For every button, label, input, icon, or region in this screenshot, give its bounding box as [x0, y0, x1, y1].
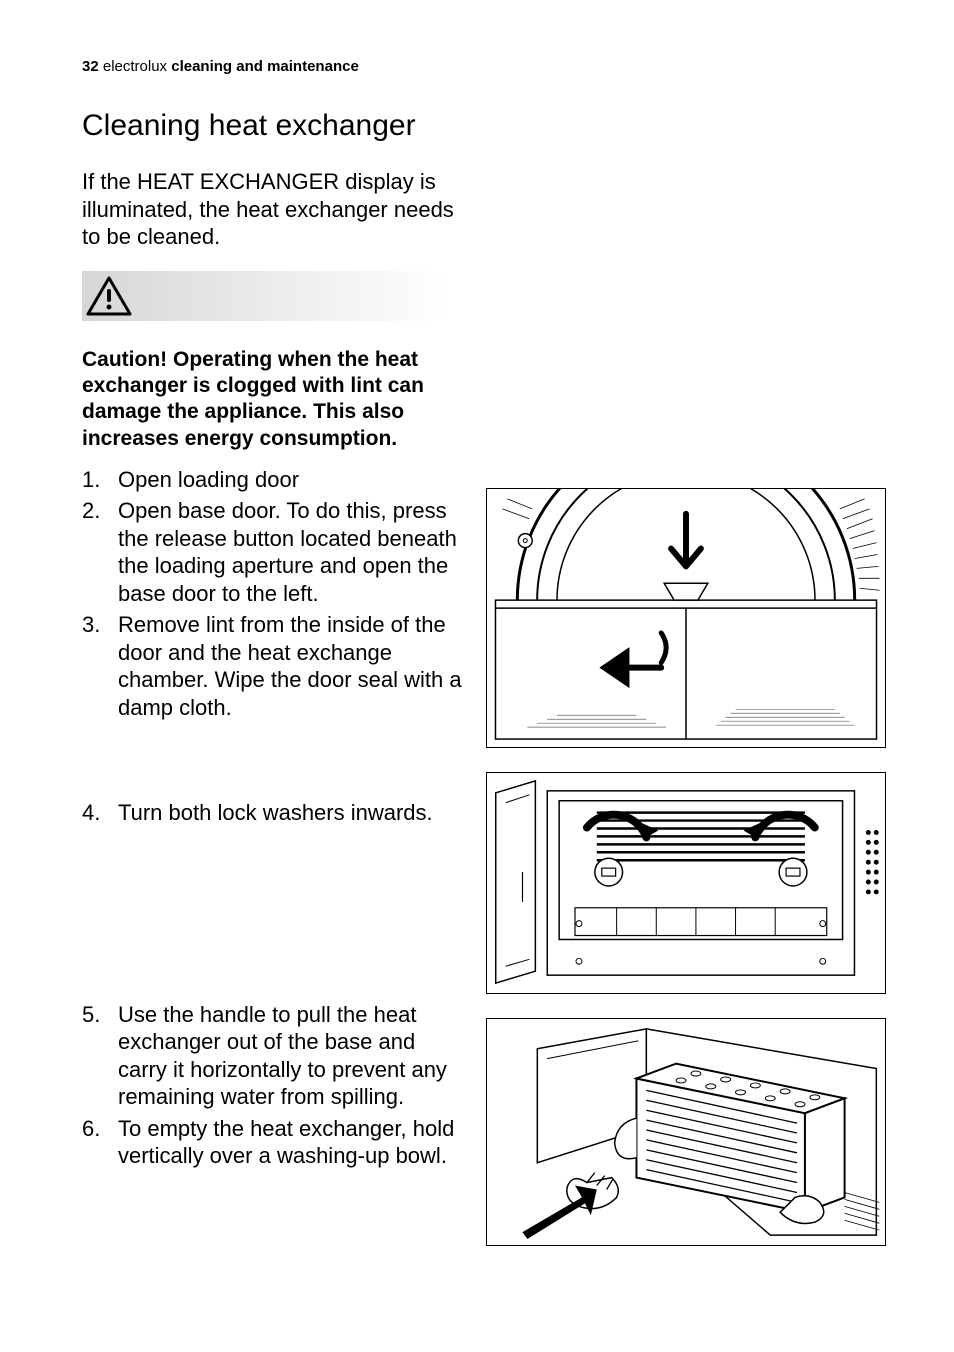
- warning-bar: [82, 271, 447, 321]
- steps-list: Open loading door Open base door. To do …: [82, 466, 462, 722]
- brand-name: electrolux: [103, 58, 167, 75]
- figure-open-base-door: [486, 488, 886, 748]
- step-item: Remove lint from the inside of the door …: [82, 611, 462, 721]
- step-item: Use the handle to pull the heat exchange…: [82, 1001, 462, 1111]
- figure-pull-exchanger: [486, 1018, 886, 1246]
- step-item: Turn both lock washers inwards.: [82, 799, 462, 827]
- page-title: Cleaning heat exchanger: [82, 107, 882, 145]
- step-item: Open loading door: [82, 466, 462, 494]
- steps-list: Turn both lock washers inwards.: [82, 799, 462, 827]
- caution-text: Caution! Operating when the heat exchang…: [82, 347, 462, 452]
- figure-lock-washers: [486, 772, 886, 994]
- warning-icon: [86, 276, 132, 316]
- intro-paragraph: If the HEAT EXCHANGER display is illumin…: [82, 168, 462, 251]
- step-item: Open base door. To do this, press the re…: [82, 497, 462, 607]
- page-number: 32: [82, 58, 99, 75]
- step-item: To empty the heat exchanger, hold vertic…: [82, 1115, 462, 1170]
- section-name: cleaning and maintenance: [171, 58, 359, 75]
- page-header: 32 electrolux cleaning and maintenance: [82, 58, 882, 77]
- steps-list: Use the handle to pull the heat exchange…: [82, 1001, 462, 1170]
